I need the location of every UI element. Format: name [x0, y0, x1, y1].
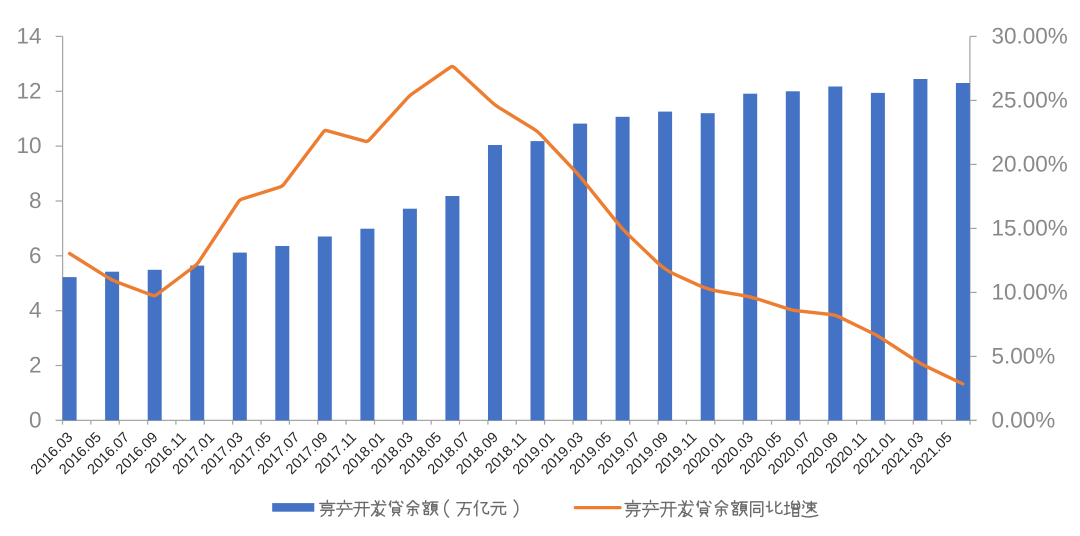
svg-text:15.00%: 15.00% [992, 215, 1068, 240]
svg-text:0.00%: 0.00% [992, 407, 1056, 432]
svg-text:2: 2 [29, 353, 42, 378]
svg-text:10.00%: 10.00% [992, 279, 1068, 304]
svg-text:4: 4 [29, 298, 42, 323]
svg-text:20.00%: 20.00% [992, 151, 1068, 176]
svg-text:10: 10 [16, 133, 41, 158]
svg-text:25.00%: 25.00% [992, 87, 1068, 112]
svg-text:12: 12 [16, 78, 41, 103]
svg-text:14: 14 [16, 23, 41, 48]
svg-text:6: 6 [29, 243, 42, 268]
svg-text:8: 8 [29, 188, 42, 213]
svg-text:5.00%: 5.00% [992, 343, 1056, 368]
svg-text:30.00%: 30.00% [992, 23, 1068, 48]
svg-text:0: 0 [29, 407, 42, 432]
